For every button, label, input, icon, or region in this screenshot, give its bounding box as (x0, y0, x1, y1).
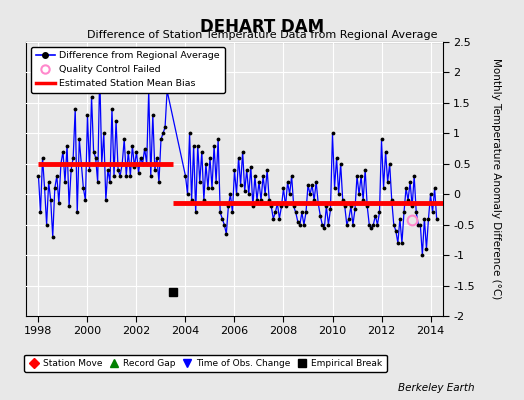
Text: Berkeley Earth: Berkeley Earth (398, 383, 474, 393)
Y-axis label: Monthly Temperature Anomaly Difference (°C): Monthly Temperature Anomaly Difference (… (492, 58, 501, 300)
Text: Difference of Station Temperature Data from Regional Average: Difference of Station Temperature Data f… (87, 30, 437, 40)
Text: DEHART DAM: DEHART DAM (200, 18, 324, 36)
Legend: Station Move, Record Gap, Time of Obs. Change, Empirical Break: Station Move, Record Gap, Time of Obs. C… (24, 355, 387, 372)
